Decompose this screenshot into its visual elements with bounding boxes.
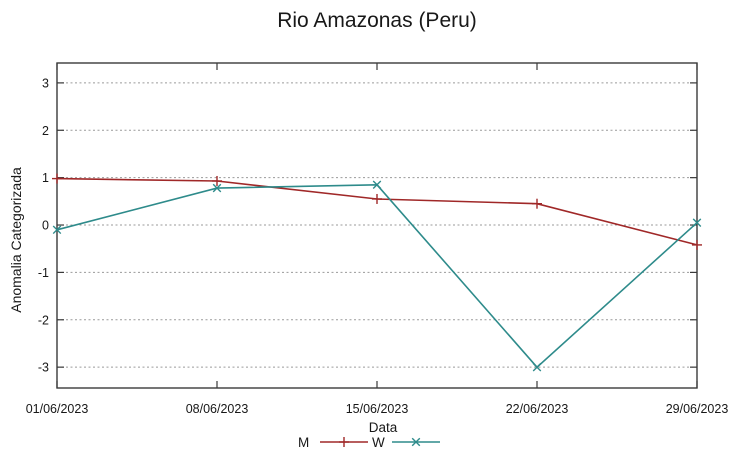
times-marker-2 bbox=[411, 437, 421, 447]
series-M-marker-0 bbox=[52, 173, 62, 184]
legend-sample-m bbox=[320, 437, 368, 447]
legend-sample-w bbox=[392, 437, 440, 447]
series-W-marker-3 bbox=[532, 362, 542, 372]
legend-marker-W bbox=[411, 437, 421, 447]
y-tick-label: 1 bbox=[42, 171, 49, 185]
series-W-marker-1 bbox=[212, 183, 222, 193]
tick-layer: -3 -2 -1 0 1 2 3 01/06/2023 08/06/2023 15/06/2023… bbox=[26, 63, 729, 416]
chart-title: Rio Amazonas (Peru) bbox=[277, 9, 477, 32]
y-tick-label: 0 bbox=[42, 219, 49, 233]
y-tick-label: -3 bbox=[38, 361, 49, 375]
series-M-marker-4 bbox=[692, 239, 702, 250]
times-marker-2 bbox=[372, 180, 382, 190]
series-M-marker-2 bbox=[372, 193, 382, 204]
y-tick-label: -2 bbox=[38, 313, 49, 327]
series-M-marker-1 bbox=[212, 175, 222, 186]
x-axis-label: Data bbox=[369, 420, 398, 435]
legend-label-m: M bbox=[298, 435, 309, 450]
legend-label-w: W bbox=[372, 435, 385, 450]
series-W-marker-2 bbox=[372, 180, 382, 190]
times-marker-2 bbox=[212, 183, 222, 193]
y-tick-label: 3 bbox=[42, 76, 49, 90]
times-marker-2 bbox=[52, 225, 62, 235]
series-M-line bbox=[56, 177, 698, 246]
times-marker-2 bbox=[692, 218, 702, 227]
x-tick-label: 29/06/2023 bbox=[666, 402, 729, 416]
x-tick-label: 01/06/2023 bbox=[26, 402, 89, 416]
series-W-marker-0 bbox=[52, 225, 62, 235]
x-tick-label: 08/06/2023 bbox=[186, 402, 249, 416]
legend: M W bbox=[298, 435, 440, 450]
x-tick-label: 15/06/2023 bbox=[346, 402, 409, 416]
series-W-line bbox=[56, 183, 698, 369]
y-axis-label: Anomalia Categorizada bbox=[8, 167, 24, 313]
times-marker-2 bbox=[532, 362, 542, 372]
series-layer bbox=[52, 173, 702, 372]
x-tick-label: 22/06/2023 bbox=[506, 402, 569, 416]
grid-layer bbox=[57, 82, 697, 368]
series-M-marker-3 bbox=[532, 198, 542, 209]
legend-marker-M bbox=[339, 437, 349, 447]
y-tick-label: 2 bbox=[42, 124, 49, 138]
y-tick-label: -1 bbox=[38, 266, 49, 280]
series-W-marker-4 bbox=[692, 218, 702, 227]
